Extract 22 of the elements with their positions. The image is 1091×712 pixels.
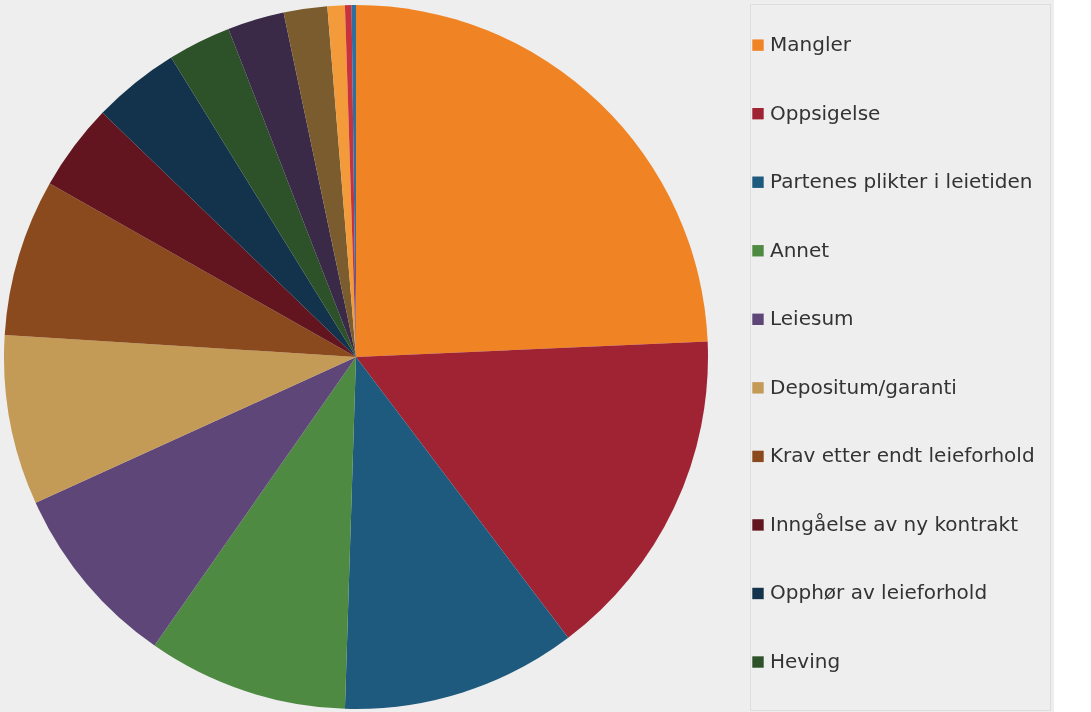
legend-label: Opphør av leieforhold — [770, 580, 988, 605]
pie-slice — [102, 57, 356, 357]
pie-slice — [356, 341, 708, 638]
legend-label: Partenes plikter i leietiden — [770, 169, 1033, 194]
legend-label: Oppsigelse — [770, 100, 881, 125]
legend-label: Depositum/garanti — [770, 374, 957, 399]
pie-slice — [35, 357, 356, 646]
legend-label: Leiesum — [770, 306, 854, 331]
pie-slice — [154, 357, 356, 709]
legend-label: Mangler — [770, 32, 852, 57]
pie-slice — [228, 12, 356, 357]
pie-slice — [344, 357, 569, 709]
legend-label: Annet — [770, 237, 830, 262]
pie-slice — [356, 5, 708, 357]
legend-label: Heving — [770, 649, 841, 674]
legend-label: Krav etter endt leieforhold — [770, 443, 1035, 468]
pie-slice — [171, 28, 356, 357]
pie-slice — [4, 334, 356, 503]
pie-slice — [4, 183, 356, 357]
pie-slice — [49, 112, 356, 357]
legend-label: Inngåelse av ny kontrakt — [770, 511, 1019, 536]
pie-slice — [283, 6, 356, 357]
